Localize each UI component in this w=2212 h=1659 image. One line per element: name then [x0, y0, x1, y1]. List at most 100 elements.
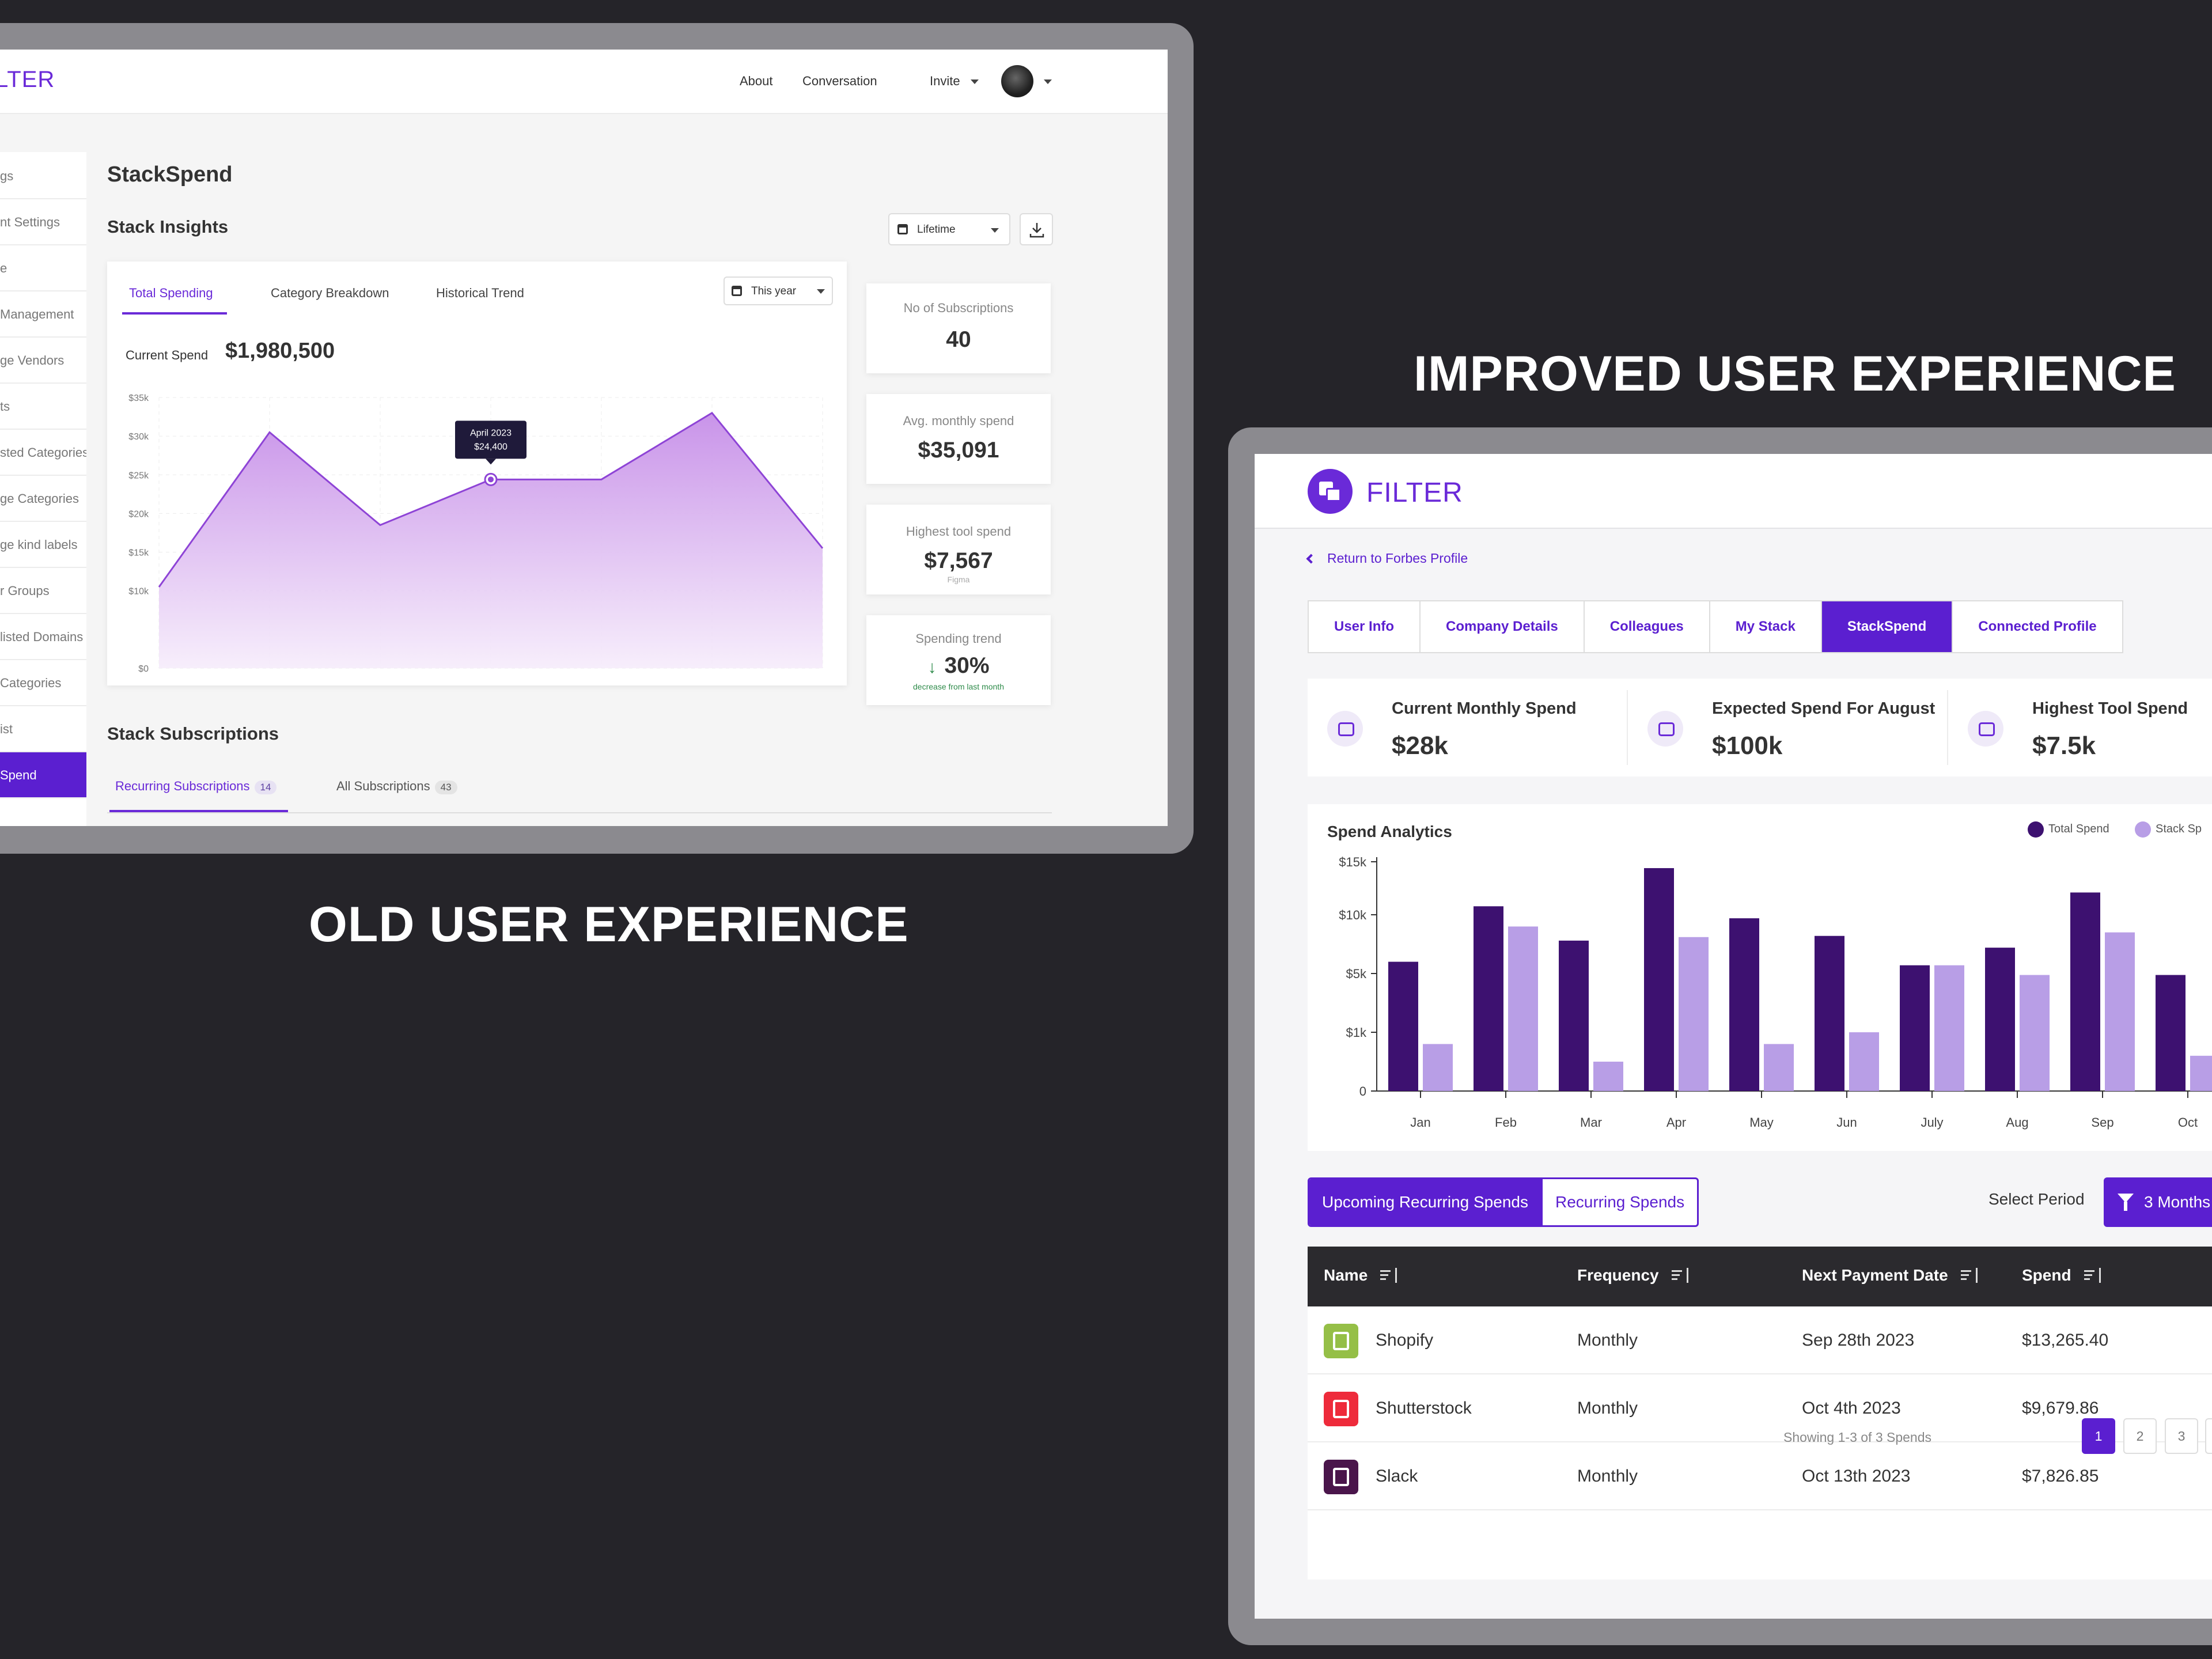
column-header[interactable]: Spend	[2022, 1266, 2105, 1285]
tab-stackspend[interactable]: StackSpend	[1821, 601, 1953, 652]
sidebar-item[interactable]: nt Settings	[0, 199, 86, 245]
divider	[1627, 690, 1628, 765]
sidebar-item[interactable]: Management	[0, 291, 86, 338]
download-button[interactable]	[1020, 213, 1053, 245]
x-tick-label: Oct	[2178, 1115, 2198, 1130]
divider	[107, 812, 1052, 813]
tab-user-info[interactable]: User Info	[1309, 601, 1421, 652]
shutterstock-logo-icon	[1324, 1392, 1358, 1426]
cell-spend: $7,826.85	[2022, 1467, 2099, 1486]
sidebar-item[interactable]: ge Categories	[0, 476, 86, 522]
stat-label: Highest tool spend	[906, 524, 1012, 539]
sidebar-item-label: e	[0, 261, 7, 275]
y-tick-label: $35k	[128, 393, 149, 403]
filter-icon	[2118, 1194, 2134, 1211]
sidebar-item[interactable]: Spend	[0, 752, 86, 798]
shopify-logo-icon	[1324, 1324, 1358, 1358]
y-tick-label: $10k	[128, 587, 149, 597]
tab-connected-profile[interactable]: Connected Profile	[1978, 619, 2097, 634]
tab-category-breakdown[interactable]: Category Breakdown	[271, 286, 389, 300]
recurring-spends-button[interactable]: Recurring Spends	[1540, 1179, 1697, 1225]
arrow-down-icon: ↓	[927, 658, 937, 677]
tab-company-details[interactable]: Company Details	[1421, 601, 1585, 652]
sidebar-item[interactable]: ge kind labels	[0, 522, 86, 568]
kpi-row: Current Monthly Spend $28k Expected Spen…	[1308, 679, 2212, 777]
filter-logo-icon[interactable]	[1308, 469, 1353, 514]
sidebar-item[interactable]: Categories	[0, 660, 86, 706]
sidebar-item[interactable]: ts	[0, 384, 86, 430]
tooltip-title: April 2023	[470, 428, 512, 438]
tab-recurring-subscriptions[interactable]: Recurring Subscriptions 14	[115, 779, 277, 794]
nav-about-link[interactable]: About	[740, 74, 773, 88]
stat-label: Spending trend	[915, 631, 1002, 646]
old-experience-heading: OLD USER EXPERIENCE	[309, 897, 909, 952]
sidebar-item[interactable]: ge Vendors	[0, 338, 86, 384]
x-tick-label: May	[1749, 1115, 1774, 1130]
sidebar-item-label: ts	[0, 399, 10, 414]
nav-conversation-link[interactable]: Conversation	[802, 74, 877, 88]
sidebar-item[interactable]: ist	[0, 706, 86, 752]
sidebar-item[interactable]: gs	[0, 153, 86, 199]
old-sidebar: gs nt Settings e Management ge Vendors ts sted…	[0, 152, 86, 826]
x-tick-label: Jun	[1836, 1115, 1857, 1130]
old-logo[interactable]: LTER	[0, 67, 55, 92]
bar-stack-spend	[1508, 926, 1538, 1091]
sidebar-item-label: ge kind labels	[0, 537, 78, 552]
kpi-value: $28k	[1392, 732, 1448, 760]
y-tick-label: $0	[138, 664, 149, 674]
bar-total-spend	[1388, 961, 1418, 1091]
period-select[interactable]: This year	[724, 276, 833, 305]
kpi-label: Expected Spend For August	[1712, 699, 1936, 718]
period-filter-button[interactable]: 3 Months	[2104, 1177, 2212, 1227]
sidebar-item[interactable]: sted Categories	[0, 430, 86, 476]
stat-value: $7,567	[924, 548, 993, 573]
tab-total-spending[interactable]: Total Spending	[129, 286, 213, 300]
avatar[interactable]	[1001, 65, 1033, 97]
filter-logo-text[interactable]: FILTER	[1366, 478, 1463, 508]
bar-stack-spend	[1849, 1032, 1879, 1091]
page-button[interactable]: 2	[2123, 1418, 2157, 1454]
sort-icon	[2084, 1268, 2105, 1283]
return-link[interactable]: Return to Forbes Profile	[1306, 551, 1468, 566]
spend-analytics-title: Spend Analytics	[1327, 823, 1452, 840]
cell-name: Slack	[1376, 1467, 1418, 1486]
tab-historical-trend[interactable]: Historical Trend	[436, 286, 524, 300]
bar-total-spend	[1729, 918, 1759, 1091]
lifetime-select-value: Lifetime	[917, 224, 956, 236]
avatar-chevron-down-icon[interactable]	[1044, 79, 1052, 84]
table-row[interactable]: Shutterstock Monthly Oct 4th 2023 $9,679.86	[1308, 1374, 2212, 1442]
column-header[interactable]: Name	[1324, 1266, 1401, 1285]
nav-invite-dropdown[interactable]: Invite	[930, 74, 979, 89]
tab-my-stack[interactable]: My Stack	[1710, 601, 1822, 652]
page-button[interactable]: 25	[2205, 1418, 2212, 1454]
bar-total-spend	[2070, 892, 2100, 1091]
table-row[interactable]: Slack Monthly Oct 13th 2023 $7,826.85	[1308, 1442, 2212, 1510]
lifetime-select[interactable]: Lifetime	[888, 213, 1010, 245]
bar-total-spend	[1474, 906, 1503, 1091]
page-title: StackSpend	[107, 162, 233, 187]
sidebar-item[interactable]: e	[0, 245, 86, 291]
sidebar-item[interactable]: listed Domains	[0, 614, 86, 660]
sidebar-item[interactable]: r Groups	[0, 568, 86, 614]
sidebar-item-label: nt Settings	[0, 215, 60, 229]
bar-stack-spend	[2105, 932, 2135, 1091]
column-header[interactable]: Next Payment Date	[1802, 1266, 1982, 1285]
column-header-label: Spend	[2022, 1266, 2071, 1284]
page-button[interactable]: 1	[2082, 1418, 2115, 1454]
table-row[interactable]: Shopify Monthly Sep 28th 2023 $13,265.40	[1308, 1306, 2212, 1374]
upcoming-recurring-spends-button[interactable]: Upcoming Recurring Spends	[1309, 1179, 1541, 1225]
sidebar-item-label: listed Domains	[0, 630, 84, 644]
pagination-summary: Showing 1-3 of 3 Spends	[1783, 1430, 1932, 1445]
column-header[interactable]: Frequency	[1577, 1266, 1692, 1285]
tab-all-subscriptions[interactable]: All Subscriptions 43	[336, 779, 457, 794]
kpi-label: Highest Tool Spend	[2032, 699, 2188, 718]
tab-label: Recurring Subscriptions	[115, 779, 250, 793]
page-button[interactable]: 3	[2165, 1418, 2198, 1454]
column-header-label: Next Payment Date	[1802, 1266, 1948, 1284]
tooltip	[455, 421, 527, 459]
stat-subtext: decrease from last month	[913, 682, 1004, 691]
spending-area-chart: $0$10k$15k$20k$25k$30k$35kJanFebMarAprMa…	[128, 393, 824, 674]
x-tick-label: Apr	[1666, 1115, 1686, 1130]
tab-colleagues[interactable]: Colleagues	[1585, 601, 1710, 652]
legend-label-stack-spend: Stack Sp	[2156, 823, 2202, 835]
